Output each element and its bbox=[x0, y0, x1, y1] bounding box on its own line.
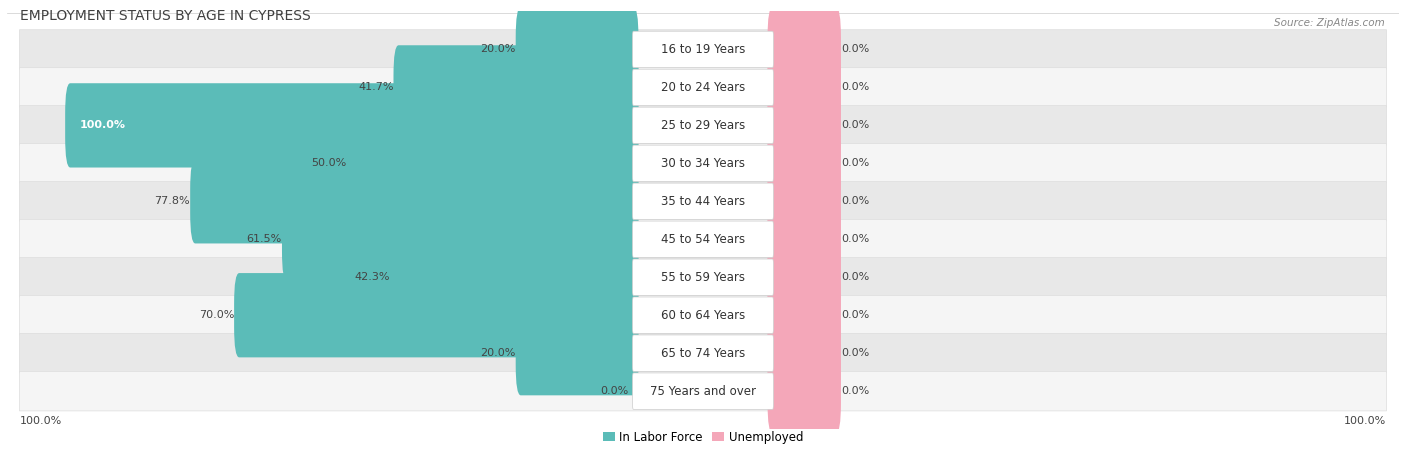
Legend: In Labor Force, Unemployed: In Labor Force, Unemployed bbox=[598, 426, 808, 448]
FancyBboxPatch shape bbox=[20, 333, 1386, 373]
FancyBboxPatch shape bbox=[633, 335, 773, 372]
Text: 0.0%: 0.0% bbox=[841, 310, 869, 320]
Text: 0.0%: 0.0% bbox=[841, 386, 869, 396]
FancyBboxPatch shape bbox=[768, 349, 841, 433]
FancyBboxPatch shape bbox=[768, 197, 841, 281]
Text: 25 to 29 Years: 25 to 29 Years bbox=[661, 119, 745, 132]
FancyBboxPatch shape bbox=[768, 45, 841, 129]
FancyBboxPatch shape bbox=[235, 273, 638, 357]
FancyBboxPatch shape bbox=[347, 121, 638, 206]
FancyBboxPatch shape bbox=[20, 372, 1386, 411]
Text: 61.5%: 61.5% bbox=[246, 234, 283, 244]
Text: 30 to 34 Years: 30 to 34 Years bbox=[661, 157, 745, 170]
FancyBboxPatch shape bbox=[190, 159, 638, 244]
FancyBboxPatch shape bbox=[20, 258, 1386, 297]
Text: 0.0%: 0.0% bbox=[600, 386, 628, 396]
Text: 35 to 44 Years: 35 to 44 Years bbox=[661, 195, 745, 208]
FancyBboxPatch shape bbox=[768, 121, 841, 206]
Text: 0.0%: 0.0% bbox=[841, 120, 869, 130]
Text: 20.0%: 20.0% bbox=[481, 348, 516, 358]
FancyBboxPatch shape bbox=[633, 183, 773, 220]
FancyBboxPatch shape bbox=[633, 107, 773, 143]
Text: 0.0%: 0.0% bbox=[841, 196, 869, 206]
FancyBboxPatch shape bbox=[633, 297, 773, 333]
Text: 0.0%: 0.0% bbox=[841, 348, 869, 358]
Text: 50.0%: 50.0% bbox=[312, 158, 347, 168]
FancyBboxPatch shape bbox=[20, 220, 1386, 259]
FancyBboxPatch shape bbox=[20, 30, 1386, 69]
Text: 100.0%: 100.0% bbox=[1344, 416, 1386, 426]
FancyBboxPatch shape bbox=[768, 83, 841, 167]
Text: 75 Years and over: 75 Years and over bbox=[650, 385, 756, 398]
FancyBboxPatch shape bbox=[633, 31, 773, 68]
FancyBboxPatch shape bbox=[20, 106, 1386, 145]
FancyBboxPatch shape bbox=[516, 7, 638, 92]
Text: 41.7%: 41.7% bbox=[359, 83, 394, 92]
FancyBboxPatch shape bbox=[768, 235, 841, 319]
Text: 100.0%: 100.0% bbox=[20, 416, 62, 426]
Text: EMPLOYMENT STATUS BY AGE IN CYPRESS: EMPLOYMENT STATUS BY AGE IN CYPRESS bbox=[20, 9, 311, 23]
FancyBboxPatch shape bbox=[516, 311, 638, 396]
Text: 0.0%: 0.0% bbox=[841, 272, 869, 282]
FancyBboxPatch shape bbox=[768, 159, 841, 244]
FancyBboxPatch shape bbox=[389, 235, 638, 319]
Text: 20.0%: 20.0% bbox=[481, 45, 516, 55]
FancyBboxPatch shape bbox=[768, 7, 841, 92]
FancyBboxPatch shape bbox=[283, 197, 638, 281]
Text: 42.3%: 42.3% bbox=[354, 272, 389, 282]
FancyBboxPatch shape bbox=[20, 68, 1386, 107]
FancyBboxPatch shape bbox=[633, 373, 773, 410]
Text: 70.0%: 70.0% bbox=[198, 310, 235, 320]
FancyBboxPatch shape bbox=[65, 83, 638, 167]
Text: 100.0%: 100.0% bbox=[80, 120, 125, 130]
Text: Source: ZipAtlas.com: Source: ZipAtlas.com bbox=[1274, 18, 1385, 28]
FancyBboxPatch shape bbox=[633, 221, 773, 258]
Text: 45 to 54 Years: 45 to 54 Years bbox=[661, 233, 745, 246]
FancyBboxPatch shape bbox=[768, 311, 841, 396]
Text: 77.8%: 77.8% bbox=[155, 196, 190, 206]
FancyBboxPatch shape bbox=[633, 145, 773, 182]
Text: 0.0%: 0.0% bbox=[841, 83, 869, 92]
FancyBboxPatch shape bbox=[768, 273, 841, 357]
Text: 20 to 24 Years: 20 to 24 Years bbox=[661, 81, 745, 94]
FancyBboxPatch shape bbox=[20, 143, 1386, 183]
Text: 0.0%: 0.0% bbox=[841, 234, 869, 244]
FancyBboxPatch shape bbox=[20, 182, 1386, 221]
Text: 0.0%: 0.0% bbox=[841, 45, 869, 55]
Text: 65 to 74 Years: 65 to 74 Years bbox=[661, 347, 745, 360]
FancyBboxPatch shape bbox=[394, 45, 638, 129]
FancyBboxPatch shape bbox=[20, 295, 1386, 335]
FancyBboxPatch shape bbox=[633, 69, 773, 106]
Text: 60 to 64 Years: 60 to 64 Years bbox=[661, 309, 745, 322]
Text: 0.0%: 0.0% bbox=[841, 158, 869, 168]
FancyBboxPatch shape bbox=[633, 259, 773, 295]
Text: 16 to 19 Years: 16 to 19 Years bbox=[661, 43, 745, 56]
Text: 55 to 59 Years: 55 to 59 Years bbox=[661, 271, 745, 284]
